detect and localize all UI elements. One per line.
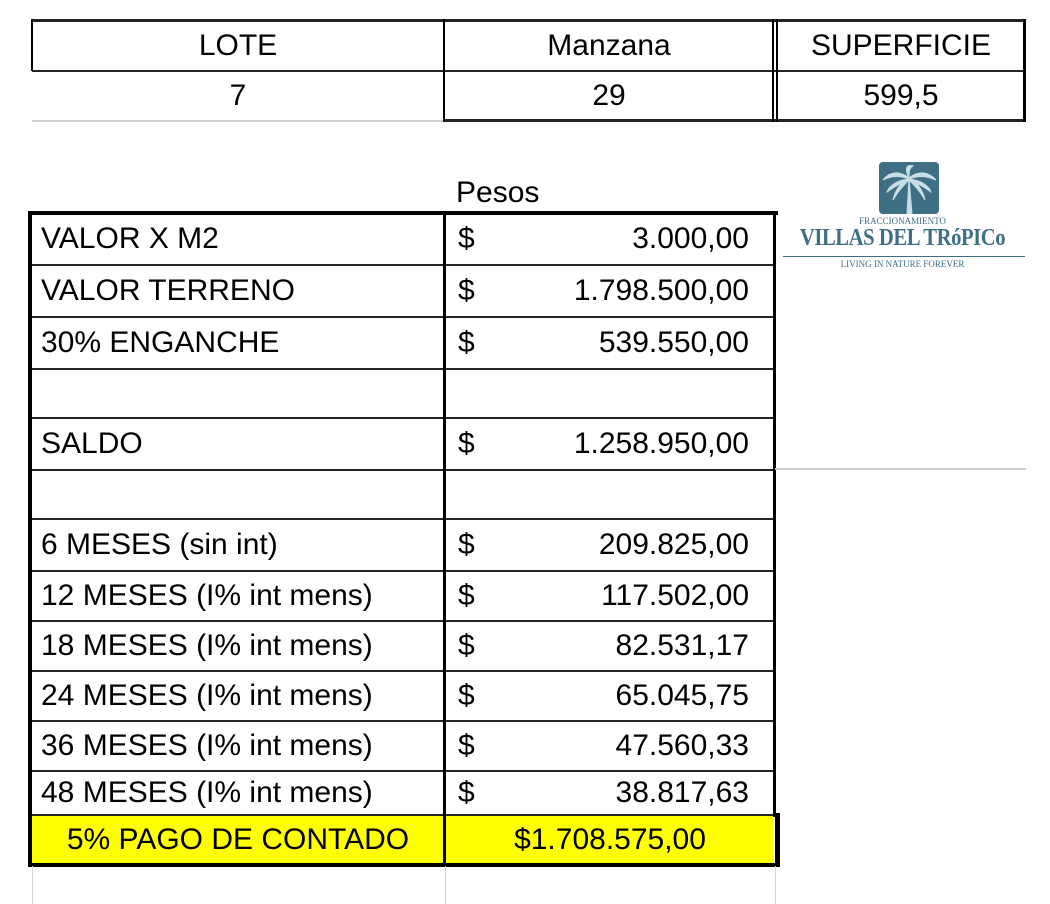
row-label	[32, 470, 444, 519]
logo-name: VILLAS DEL TRóPICo	[799, 225, 1006, 251]
divider	[443, 211, 446, 867]
header-manzana: Manzana	[547, 29, 671, 62]
divider	[30, 368, 775, 370]
cash-payment-amount: $1.708.575,00	[446, 816, 774, 864]
divider	[773, 211, 776, 817]
divider	[31, 19, 33, 71]
row-value: $ 209.825,00	[446, 519, 773, 571]
divider	[28, 211, 32, 867]
row-amount: 117.502,00	[601, 579, 749, 612]
row-value: $ 82.531,17	[446, 621, 773, 671]
cash-payment-label: 5% PAGO DE CONTADO	[32, 816, 444, 864]
currency-symbol: $	[458, 528, 475, 561]
currency-symbol: $	[458, 222, 475, 255]
logo-rule	[783, 256, 1025, 257]
value-manzana: 29	[592, 78, 626, 112]
currency-symbol: $	[458, 579, 475, 612]
row-value	[446, 369, 773, 418]
divider	[775, 813, 780, 867]
divider	[443, 19, 445, 122]
gridline	[775, 866, 776, 904]
divider	[30, 417, 775, 419]
divider	[30, 518, 775, 520]
divider	[772, 19, 774, 122]
row-value: $ 117.502,00	[446, 571, 773, 621]
divider	[32, 70, 1026, 72]
row-amount: 82.531,17	[615, 629, 749, 662]
divider	[30, 770, 775, 772]
divider	[1023, 19, 1026, 122]
row-value: $ 539.550,00	[446, 317, 773, 369]
row-amount: 65.045,75	[615, 679, 749, 712]
divider	[32, 19, 1026, 22]
header-lote: LOTE	[198, 29, 278, 62]
logo-tagline: LIVING IN NATURE FOREVER	[840, 259, 965, 269]
row-value: $ 1.798.500,00	[446, 265, 773, 317]
divider	[28, 211, 778, 215]
currency-symbol: $	[458, 629, 475, 662]
row-label: 24 MESES (I% int mens)	[41, 679, 373, 712]
row-amount: 539.550,00	[598, 326, 749, 359]
currency-symbol: $	[458, 729, 475, 762]
gridline	[775, 468, 1026, 470]
currency-symbol: $	[458, 679, 475, 712]
header-superficie: SUPERFICIE	[810, 29, 992, 62]
gridline	[445, 866, 446, 904]
row-label: 6 MESES (sin int)	[41, 528, 278, 561]
divider	[30, 814, 775, 816]
row-amount: 1.798.500,00	[573, 274, 749, 307]
row-amount: 38.817,63	[615, 776, 749, 809]
row-label	[32, 369, 444, 418]
row-amount: 47.560,33	[615, 729, 749, 762]
row-label: VALOR TERRENO	[41, 274, 295, 307]
divider	[30, 264, 775, 266]
divider	[28, 863, 780, 867]
row-value: $ 65.045,75	[446, 671, 773, 721]
row-label: 18 MESES (I% int mens)	[41, 629, 373, 662]
row-value: $ 38.817,63	[446, 771, 773, 815]
gridline	[32, 866, 33, 904]
row-amount: 3.000,00	[632, 222, 749, 255]
divider	[776, 19, 778, 122]
logo: FRACCIONAMIENTO VILLAS DEL TRóPICo LIVIN…	[775, 160, 1030, 280]
row-value: $ 1.258.950,00	[446, 418, 773, 470]
row-amount: 209.825,00	[598, 528, 749, 561]
row-label: 48 MESES (I% int mens)	[41, 776, 373, 809]
row-label: 30% ENGANCHE	[41, 326, 280, 359]
divider	[30, 670, 775, 672]
row-label: SALDO	[41, 427, 143, 460]
divider	[30, 316, 775, 318]
row-label: 12 MESES (I% int mens)	[41, 579, 373, 612]
divider	[444, 119, 1026, 122]
row-label: VALOR X M2	[41, 222, 219, 255]
divider	[30, 620, 775, 622]
currency-symbol: $	[458, 776, 475, 809]
divider	[30, 469, 775, 471]
row-amount: 1.258.950,00	[573, 427, 749, 460]
palm-tree-icon	[879, 162, 939, 214]
currency-symbol: $	[458, 427, 475, 460]
logo-subtitle: FRACCIONAMIENTO	[859, 216, 946, 226]
row-value	[446, 470, 773, 519]
currency-symbol: $	[458, 274, 475, 307]
currency-symbol: $	[458, 326, 475, 359]
row-value: $ 3.000,00	[446, 213, 773, 265]
row-value: $ 47.560,33	[446, 721, 773, 771]
row-label: 36 MESES (I% int mens)	[41, 729, 373, 762]
currency-label: Pesos	[456, 176, 540, 209]
value-superficie: 599,5	[863, 78, 939, 112]
divider	[30, 570, 775, 572]
divider	[30, 720, 775, 722]
gridline	[32, 120, 444, 122]
value-lote: 7	[229, 78, 247, 112]
